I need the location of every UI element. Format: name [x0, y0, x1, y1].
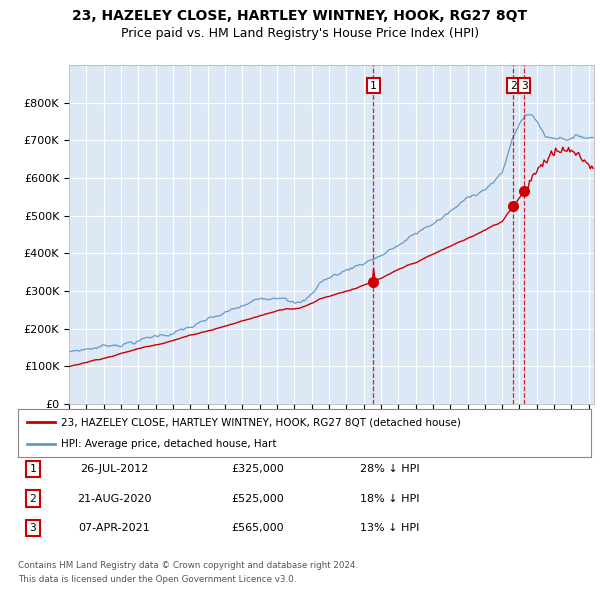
- Text: 13% ↓ HPI: 13% ↓ HPI: [361, 523, 419, 533]
- Text: 1: 1: [29, 464, 37, 474]
- Text: 2: 2: [510, 81, 517, 91]
- Text: £565,000: £565,000: [232, 523, 284, 533]
- Text: 23, HAZELEY CLOSE, HARTLEY WINTNEY, HOOK, RG27 8QT: 23, HAZELEY CLOSE, HARTLEY WINTNEY, HOOK…: [73, 9, 527, 23]
- Text: HPI: Average price, detached house, Hart: HPI: Average price, detached house, Hart: [61, 439, 277, 449]
- Text: Price paid vs. HM Land Registry's House Price Index (HPI): Price paid vs. HM Land Registry's House …: [121, 27, 479, 40]
- Text: Contains HM Land Registry data © Crown copyright and database right 2024.: Contains HM Land Registry data © Crown c…: [18, 561, 358, 570]
- Text: 2: 2: [29, 494, 37, 503]
- Text: £525,000: £525,000: [232, 494, 284, 503]
- Text: This data is licensed under the Open Government Licence v3.0.: This data is licensed under the Open Gov…: [18, 575, 296, 584]
- Text: 26-JUL-2012: 26-JUL-2012: [80, 464, 148, 474]
- Text: 3: 3: [521, 81, 527, 91]
- Text: £325,000: £325,000: [232, 464, 284, 474]
- Text: 21-AUG-2020: 21-AUG-2020: [77, 494, 151, 503]
- Text: 28% ↓ HPI: 28% ↓ HPI: [360, 464, 420, 474]
- Text: 3: 3: [29, 523, 37, 533]
- Text: 18% ↓ HPI: 18% ↓ HPI: [360, 494, 420, 503]
- Text: 07-APR-2021: 07-APR-2021: [78, 523, 150, 533]
- Text: 23, HAZELEY CLOSE, HARTLEY WINTNEY, HOOK, RG27 8QT (detached house): 23, HAZELEY CLOSE, HARTLEY WINTNEY, HOOK…: [61, 417, 461, 427]
- Text: 1: 1: [370, 81, 377, 91]
